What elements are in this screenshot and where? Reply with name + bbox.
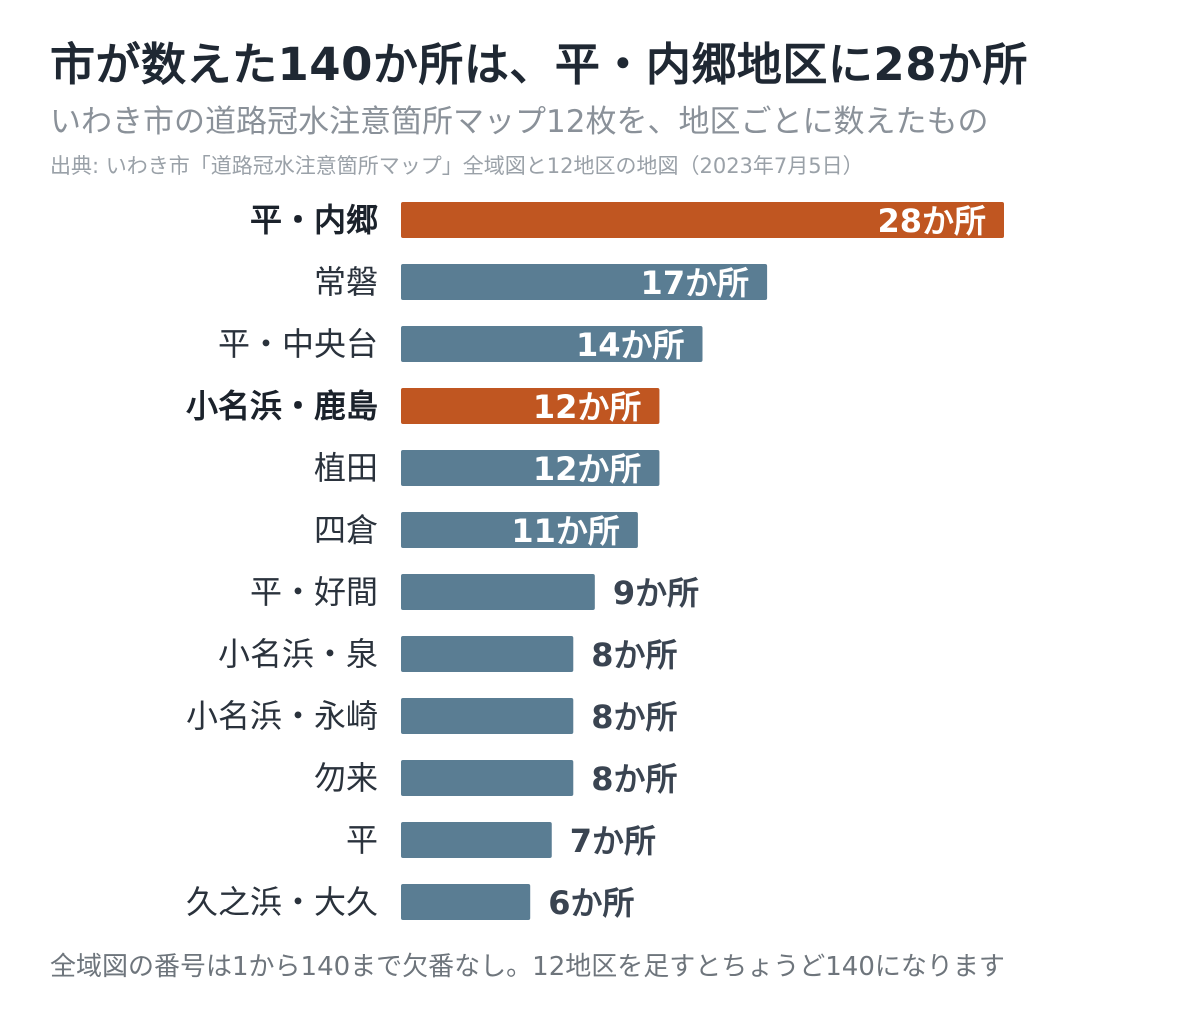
category-label: 久之浜・大久 [186,883,378,921]
category-label: 平・内郷 [250,201,378,239]
data-label: 8か所 [591,698,677,736]
bar [401,326,703,362]
data-label: 8か所 [591,760,677,798]
chart-footnote: 全域図の番号は1から140まで欠番なし。12地区を足すとちょうど140になります [50,952,1005,982]
bar [401,202,1004,238]
data-label: 9か所 [613,574,699,612]
category-label: 小名浜・永崎 [186,697,378,735]
category-label: 小名浜・鹿島 [186,387,378,425]
data-label: 14か所 [576,326,685,364]
bar [401,698,574,734]
bar [401,450,660,486]
chart-subtitle: いわき市の道路冠水注意箇所マップ12枚を、地区ごとに数えたもの [50,104,989,140]
chart-source: 出典: いわき市「道路冠水注意箇所マップ」全域図と12地区の地図（2023年7月… [50,154,864,178]
category-label: 勿来 [314,759,378,797]
category-label: 小名浜・泉 [218,635,378,673]
data-label: 8か所 [591,636,677,674]
bar [401,388,660,424]
bar [401,512,638,548]
bar [401,264,768,300]
data-label: 12か所 [533,450,642,488]
bar [401,822,552,858]
category-label: 平 [346,821,378,859]
category-label: 植田 [314,449,378,487]
category-label: 平・好間 [250,573,378,611]
data-label: 6か所 [548,884,634,922]
bar [401,884,531,920]
bar [401,574,595,610]
data-label: 28か所 [877,202,986,240]
bar [401,760,574,796]
category-label: 平・中央台 [218,325,378,363]
chart-title: 市が数えた140か所は、平・内郷地区に28か所 [50,38,1029,91]
bar [401,636,574,672]
category-label: 四倉 [314,511,378,549]
data-label: 12か所 [533,388,642,426]
data-label: 7か所 [570,822,656,860]
category-label: 常磐 [314,263,378,301]
data-label: 11か所 [511,512,620,550]
data-label: 17か所 [641,264,750,302]
